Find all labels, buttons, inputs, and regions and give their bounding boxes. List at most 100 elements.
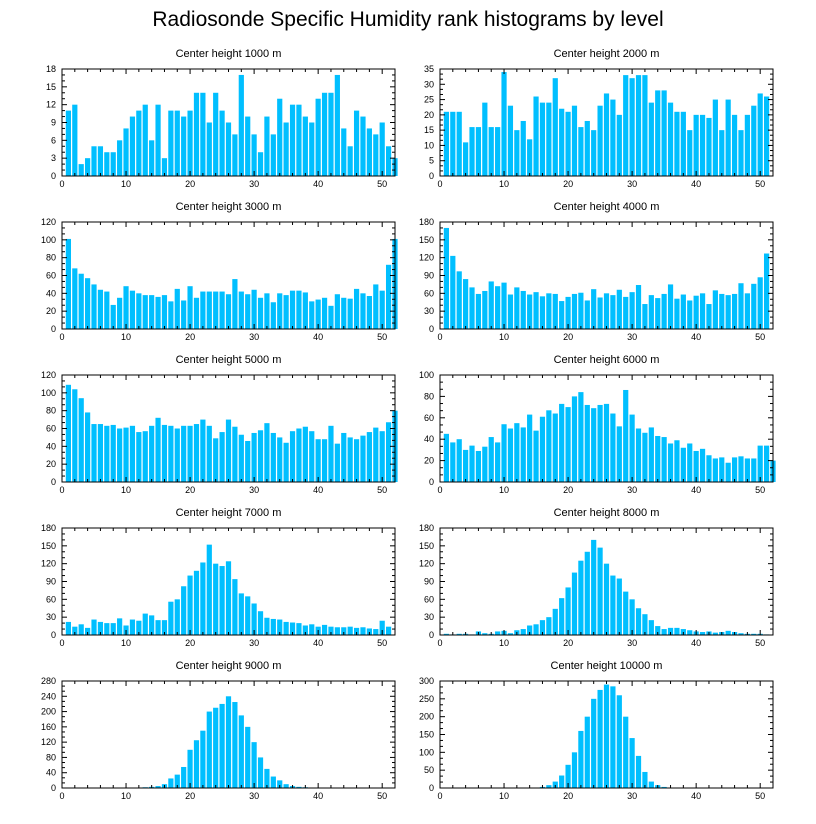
histogram-bar: [507, 294, 514, 329]
histogram-bar: [450, 442, 456, 482]
histogram-bar: [206, 544, 212, 635]
histogram-bar: [495, 127, 501, 176]
histogram-bar: [623, 296, 629, 329]
x-tick-label: 50: [377, 638, 387, 648]
histogram-bar: [514, 287, 520, 329]
histogram-bar: [193, 570, 200, 635]
histogram-bar: [751, 458, 757, 482]
histogram-bar: [565, 587, 571, 635]
histogram-bar: [469, 127, 475, 176]
histogram-bar: [181, 425, 187, 482]
histogram-bar: [155, 104, 161, 176]
y-tick-label: 150: [419, 730, 434, 740]
histogram-bar: [213, 707, 219, 788]
x-tick-label: 20: [563, 485, 573, 495]
histogram-bar: [751, 283, 757, 329]
histogram-bar: [699, 293, 706, 329]
histogram-bar: [289, 290, 296, 329]
histogram-bar: [379, 290, 385, 329]
histogram-bar: [296, 786, 302, 788]
histogram-bar: [129, 116, 136, 176]
chart-title: Center height 5000 m: [176, 354, 282, 366]
histogram-bar: [533, 96, 539, 176]
histogram-bar: [539, 296, 546, 329]
histogram-bar: [597, 404, 603, 482]
histogram-bar: [213, 291, 219, 329]
histogram-bar: [648, 427, 654, 482]
histogram-bar: [289, 431, 296, 482]
chart-title: Center height 8000 m: [554, 507, 660, 519]
x-tick-label: 0: [59, 179, 64, 189]
histogram-bar: [238, 74, 244, 176]
histogram-bar: [174, 599, 180, 635]
x-tick-label: 0: [437, 791, 442, 801]
x-tick-label: 50: [377, 485, 387, 495]
histogram-bar: [546, 102, 552, 176]
histogram-bar: [174, 428, 180, 482]
histogram-bar: [738, 633, 744, 635]
histogram-bar: [321, 297, 328, 329]
histogram-bar: [277, 619, 283, 635]
histogram-bar: [731, 293, 738, 329]
histogram-bar: [687, 443, 693, 482]
x-tick-label: 40: [313, 332, 323, 342]
histogram-bar: [571, 293, 578, 329]
histogram-bar: [347, 437, 353, 482]
histogram-bar: [334, 294, 340, 329]
histogram-bar: [283, 442, 289, 482]
histogram-bar: [565, 111, 571, 176]
histogram-bar: [142, 104, 148, 176]
histogram-bar: [328, 92, 334, 176]
histogram-bar: [603, 563, 610, 635]
histogram-bar: [501, 282, 507, 329]
histogram-bar: [181, 300, 187, 329]
histogram-bar: [527, 294, 533, 329]
histogram-bar: [149, 140, 155, 176]
chart-panel-8: Center height 8000 m 0 10 20 30 40 50 0 30 60 90 12…: [419, 507, 774, 648]
histogram-bar: [270, 432, 276, 482]
histogram-bar: [181, 116, 187, 176]
histogram-bar: [97, 424, 104, 482]
y-tick-label: 150: [419, 235, 434, 245]
histogram-bar: [117, 618, 123, 635]
histogram-bar: [373, 427, 379, 482]
histogram-bar: [475, 293, 482, 329]
x-tick-label: 20: [185, 485, 195, 495]
y-tick-label: 20: [424, 110, 434, 120]
x-tick-label: 30: [627, 332, 637, 342]
y-tick-label: 280: [41, 676, 56, 686]
histogram-bar: [270, 302, 276, 329]
chart-panel-4: Center height 4000 m 0 10 20 30 40 50 0 30 60 90 12…: [419, 201, 774, 342]
histogram-bar: [142, 431, 148, 482]
histogram-bar: [277, 437, 283, 482]
x-tick-label: 10: [121, 179, 131, 189]
chart-title: Center height 4000 m: [554, 201, 660, 213]
histogram-bar: [174, 110, 180, 176]
histogram-bar: [264, 617, 270, 635]
histogram-bar: [136, 620, 142, 635]
histogram-bar: [751, 105, 757, 176]
y-tick-label: 200: [41, 707, 56, 717]
histogram-bar: [257, 152, 264, 176]
histogram-bar: [65, 384, 71, 482]
histogram-bar: [578, 730, 584, 788]
histogram-bar: [296, 290, 302, 329]
histogram-bar: [257, 757, 264, 788]
histogram-bar: [655, 626, 661, 635]
y-tick-label: 150: [419, 541, 434, 551]
histogram-bar: [373, 284, 379, 329]
histogram-bar: [507, 633, 514, 635]
histogram-bar: [225, 561, 232, 635]
histogram-bar: [366, 296, 372, 329]
histogram-bar: [187, 575, 193, 635]
histogram-bar: [309, 431, 315, 482]
x-tick-label: 40: [313, 791, 323, 801]
histogram-bar: [648, 620, 654, 635]
chart-panel-3: Center height 3000 m 0 10 20 30 40 50 0 20 40 60 80…: [41, 201, 398, 342]
histogram-bar: [610, 686, 616, 788]
histogram-bar: [520, 290, 526, 329]
histogram-bar: [546, 785, 552, 788]
x-tick-label: 40: [313, 485, 323, 495]
histogram-bar: [699, 632, 706, 635]
histogram-bar: [78, 164, 84, 176]
